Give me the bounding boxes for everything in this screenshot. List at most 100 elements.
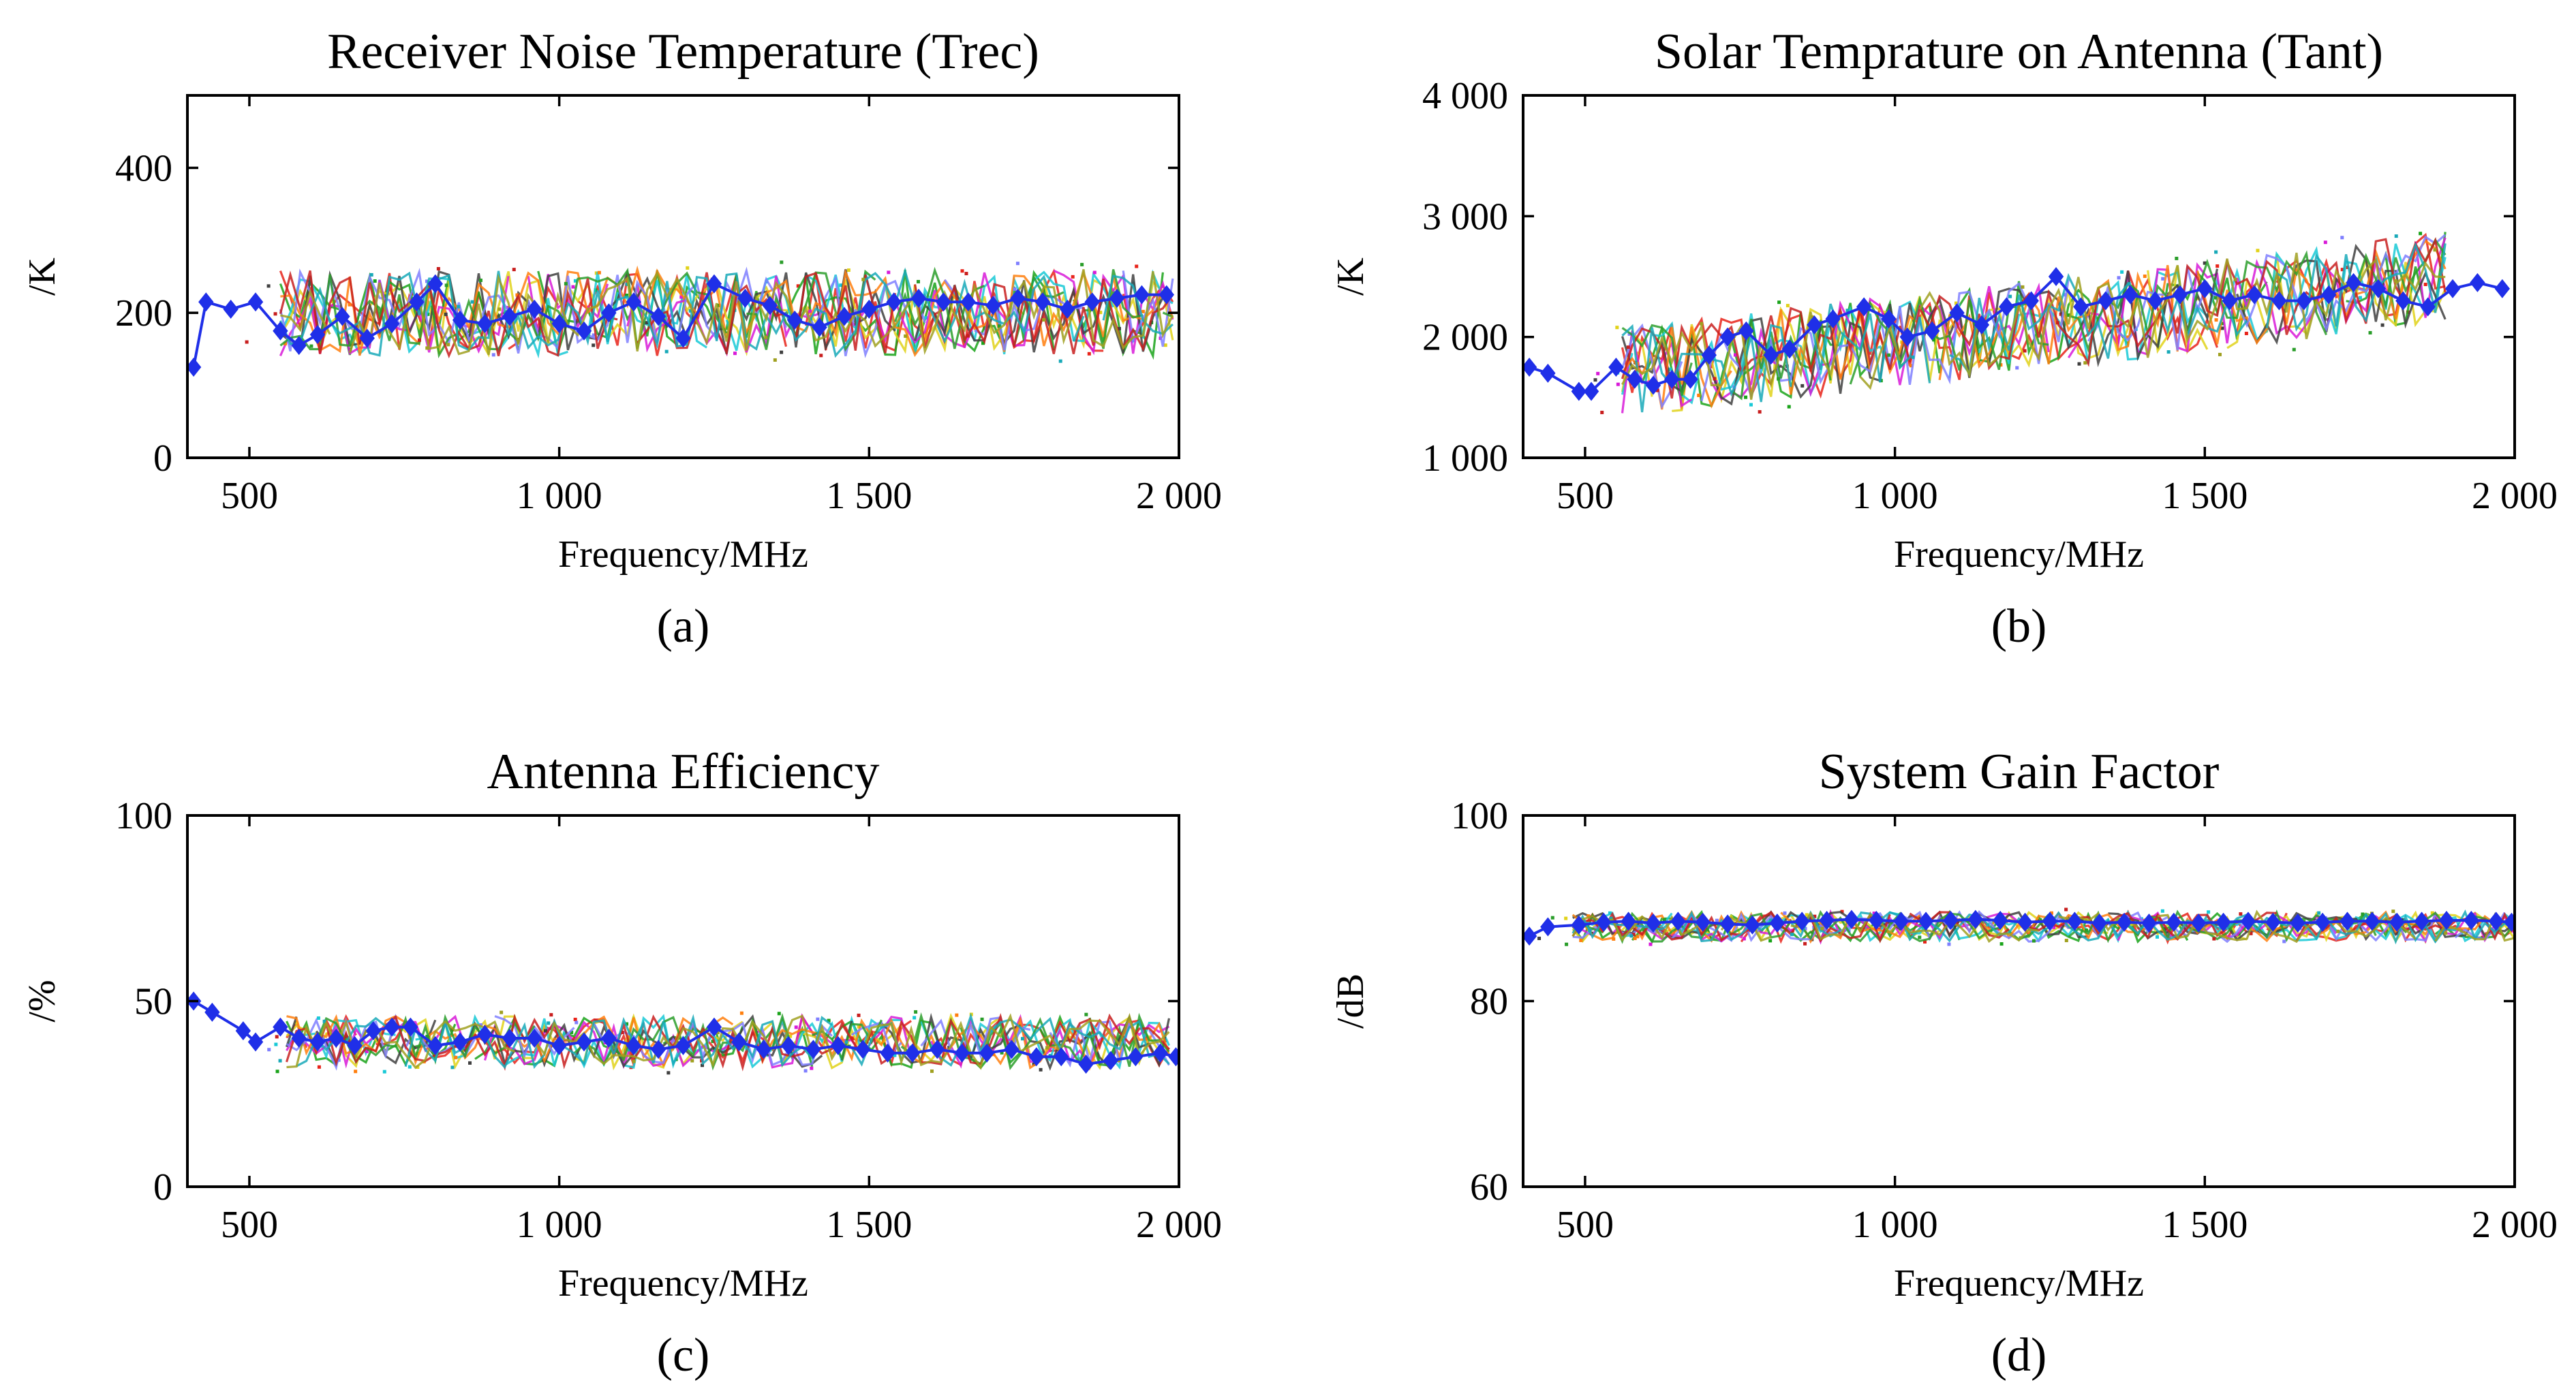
mean-series-point — [1103, 1050, 1119, 1070]
mean-series-point — [2073, 297, 2089, 317]
series-dot — [1749, 403, 1753, 407]
mean-series-point — [1781, 339, 1798, 359]
mean-series-point — [2389, 912, 2405, 932]
plot-frame — [1522, 814, 2516, 1188]
series-dot — [417, 338, 421, 342]
mean-series-point — [2265, 912, 2281, 932]
series-dot — [365, 1049, 369, 1053]
series-dot — [450, 1065, 455, 1070]
mean-series-point — [502, 307, 518, 326]
series-dot — [348, 302, 352, 307]
series-dot — [2080, 918, 2084, 922]
series-dot — [1783, 911, 1787, 915]
series-dot — [780, 260, 784, 264]
series-dot — [850, 1036, 855, 1040]
series-dot — [1616, 382, 1620, 386]
y-axis-label: /dB — [1330, 973, 1372, 1029]
mean-series-point — [2314, 912, 2331, 932]
mean-series-point — [1621, 911, 1636, 931]
series-dot — [857, 1025, 861, 1029]
series-dot — [2213, 296, 2218, 300]
series-dot — [773, 358, 777, 362]
series-dot — [1564, 916, 1568, 920]
series-dot — [1803, 941, 1807, 946]
mean-series-point — [2464, 910, 2479, 930]
y-tick-label: 80 — [1470, 981, 1508, 1023]
series-dot — [1700, 322, 1704, 326]
series-dot — [2207, 910, 2211, 914]
series-dot — [1058, 359, 1062, 363]
series-dot — [337, 1058, 341, 1062]
mean-series-point — [2067, 911, 2083, 931]
plot-frame — [186, 814, 1180, 1188]
series-dot — [664, 349, 669, 354]
series-dot — [1596, 371, 1600, 375]
mean-series-point — [706, 274, 722, 294]
mean-series-point — [1924, 321, 1940, 341]
series-dot — [454, 1055, 458, 1059]
series-dot — [645, 321, 649, 325]
series-dot — [2220, 326, 2224, 330]
series-dot — [1135, 264, 1139, 268]
series-dot — [1071, 275, 1075, 279]
mean-series-point — [291, 1029, 307, 1048]
series-dot — [1662, 918, 1666, 922]
mean-series-point — [1819, 910, 1835, 930]
series-dot — [597, 270, 601, 275]
series-dot — [1092, 270, 1097, 275]
mean-series-point — [675, 1035, 691, 1055]
mean-series-point — [1583, 381, 1599, 401]
series-dot — [2220, 322, 2224, 326]
series-dot — [1163, 343, 1167, 347]
series-dot — [275, 1035, 279, 1039]
series-dot — [1713, 377, 1717, 381]
plot-area — [1523, 232, 2511, 414]
series-dot — [887, 270, 891, 275]
series-dot — [2358, 296, 2362, 300]
x-tick-label: 1 000 — [517, 1204, 602, 1246]
mean-series-point — [985, 296, 1001, 315]
series-dot — [1087, 352, 1091, 356]
mean-series-point — [2444, 279, 2461, 298]
series-dot — [955, 1013, 959, 1017]
mean-series-point — [1719, 914, 1736, 934]
mean-series-point — [198, 292, 214, 312]
x-tick-label: 500 — [221, 1204, 278, 1246]
mean-series-point — [1523, 358, 1537, 377]
series-dot — [2064, 907, 2068, 911]
mean-series-point — [1825, 309, 1841, 329]
series-dot — [916, 279, 920, 283]
series-dot — [2166, 350, 2171, 354]
series-dot — [2292, 347, 2296, 352]
series-dot — [2077, 362, 2081, 366]
series-dot — [1758, 410, 1762, 414]
mean-series-point — [2271, 291, 2287, 311]
series-dot — [2336, 929, 2340, 933]
mean-series-point — [601, 1029, 617, 1048]
series-dot — [436, 267, 440, 271]
mean-series-point — [1645, 914, 1661, 933]
series-dot — [701, 1063, 705, 1067]
series-dot — [1813, 914, 1817, 918]
x-axis-label: Frequency/MHz — [1894, 533, 2144, 576]
series-dot — [1887, 353, 1891, 357]
series-dot — [2430, 911, 2434, 915]
mean-series-point — [359, 328, 375, 348]
panel-caption: (b) — [1991, 600, 2047, 653]
mean-series-point — [1034, 292, 1051, 312]
series-dot — [1785, 304, 1790, 308]
mean-series-point — [477, 1025, 493, 1044]
series-dot — [1045, 1046, 1049, 1050]
mean-series-point — [756, 1040, 771, 1059]
mean-series-point — [1078, 1055, 1094, 1074]
series-dot — [1593, 378, 1597, 382]
series-dot — [2212, 937, 2216, 941]
series-dot — [914, 1010, 918, 1014]
x-tick-label: 500 — [1557, 475, 1614, 517]
x-tick-label: 1 500 — [2162, 475, 2248, 517]
mean-series-point — [2172, 285, 2188, 305]
mean-series-point — [1645, 375, 1661, 395]
mean-series-point — [1967, 909, 1984, 929]
chart-title: Receiver Noise Temperature (Trec) — [327, 24, 1039, 80]
